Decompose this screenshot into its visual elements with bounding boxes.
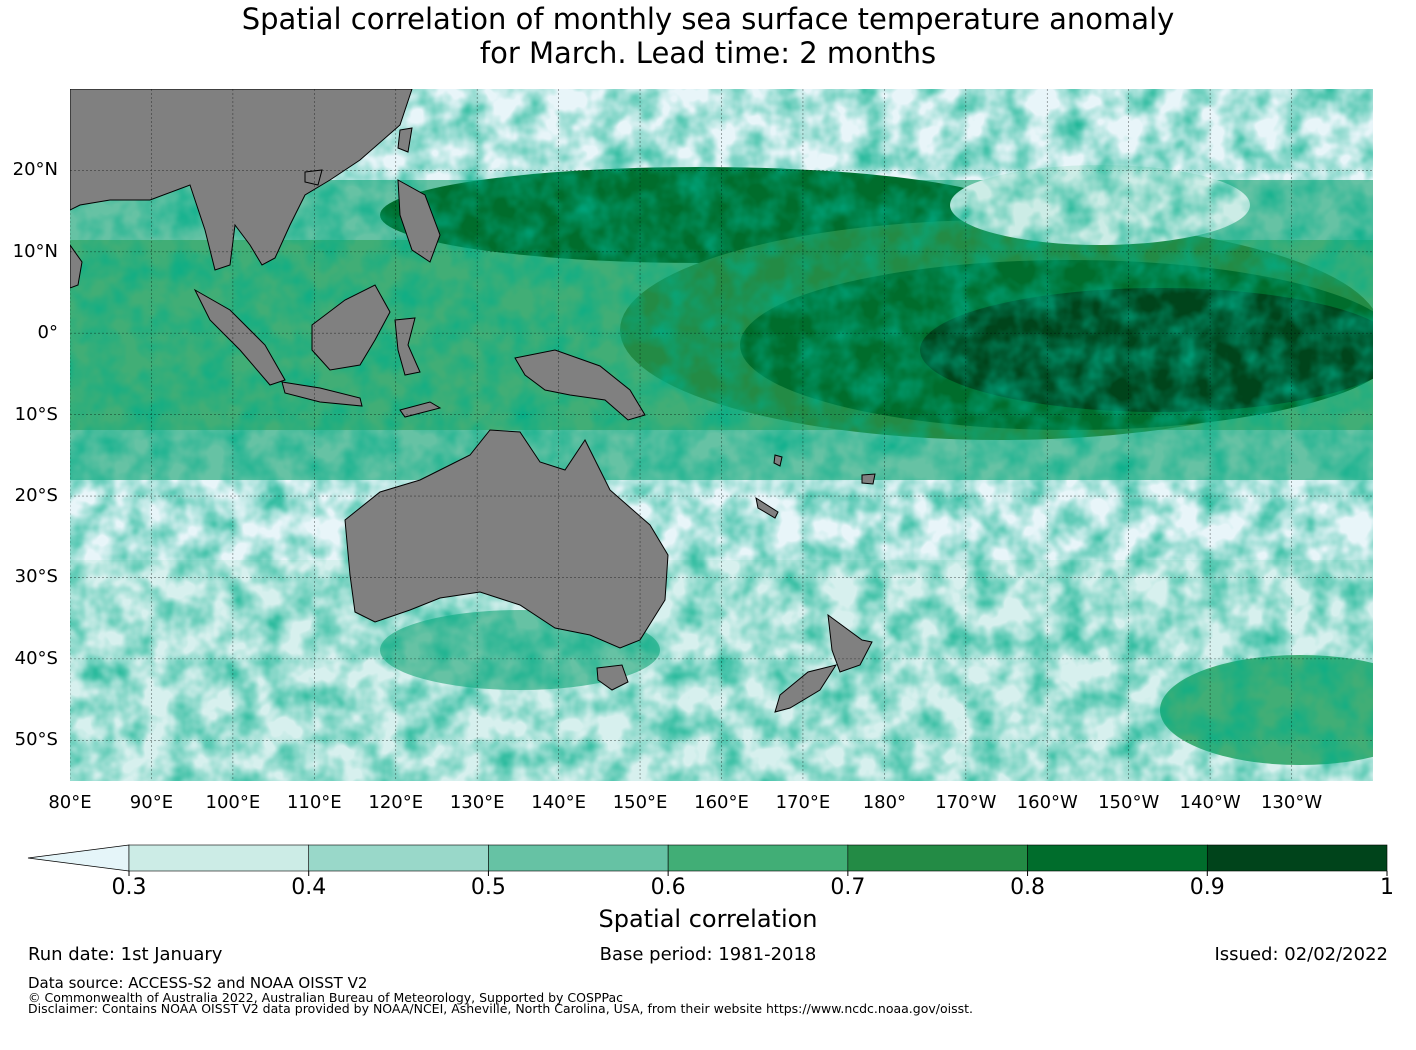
sumatra [193, 288, 286, 386]
latitude-label: 30°S [14, 566, 58, 588]
longitude-label: 140°E [531, 792, 586, 813]
colorbar-segment [667, 844, 849, 872]
colorbar-segment [308, 844, 489, 872]
longitude-label: 130°W [1260, 792, 1323, 813]
chart-title-line1: Spatial correlation of monthly sea surfa… [241, 2, 1175, 36]
latitude-label: 10°S [14, 403, 58, 425]
copyright-notice: © Commonwealth of Australia 2022, Austra… [28, 990, 623, 1005]
tasmania [596, 664, 629, 691]
issued-date: Issued: 02/02/2022 [1214, 944, 1388, 965]
colorbar-segment [1206, 844, 1388, 872]
latitude-label: 50°S [14, 729, 58, 751]
latitude-label: 10°N [12, 240, 58, 262]
colorbar-segment [847, 844, 1028, 872]
java [281, 381, 363, 407]
new-guinea [514, 349, 646, 421]
sulawesi [394, 317, 421, 376]
longitude-label: 90°E [129, 792, 174, 813]
chart-title-line2: for March. Lead time: 2 months [479, 36, 937, 70]
longitude-label: 150°E [612, 792, 668, 813]
map-plot [70, 89, 1373, 781]
colorbar-tick-label: 0.9 [1189, 875, 1225, 900]
land-masses [70, 89, 876, 713]
india-tip [70, 244, 83, 289]
philippines [397, 179, 441, 263]
new-zealand-south [774, 664, 838, 713]
colorbar-tick-label: 0.7 [830, 875, 866, 900]
borneo [311, 284, 391, 371]
colorbar-label: Spatial correlation [598, 905, 818, 933]
colorbar-tick-label: 0.3 [111, 875, 147, 900]
colorbar-tick-label: 0.5 [470, 875, 506, 900]
gridlines [70, 89, 1373, 781]
longitude-label: 130°E [449, 792, 505, 813]
mainland-southeast-asia [70, 89, 413, 271]
colorbar-segment [128, 844, 310, 872]
latitude-label: 20°S [14, 485, 58, 507]
longitude-label: 160°E [694, 792, 749, 813]
longitude-label: 170°E [775, 792, 831, 813]
hainan [304, 169, 323, 186]
colorbar-tick-label: 1 [1380, 875, 1394, 900]
colorbar-tick-label: 0.6 [650, 875, 686, 900]
taiwan [397, 127, 413, 153]
colorbar [27, 844, 1388, 876]
colorbar-tick-label: 0.8 [1010, 875, 1046, 900]
longitude-label: 170°W [935, 792, 997, 813]
colorbar-extend-arrow [27, 844, 130, 872]
longitude-label: 80°E [48, 792, 92, 813]
longitude-label: 140°W [1179, 792, 1241, 813]
colorbar-tick-label: 0.4 [291, 875, 327, 900]
colorbar-segment [488, 844, 669, 872]
latitude-label: 20°N [12, 159, 58, 181]
run-date: Run date: 1st January [28, 944, 223, 965]
longitude-label: 180° [862, 792, 907, 813]
longitude-label: 110°E [286, 792, 342, 813]
fiji [861, 473, 876, 485]
colorbar-segment [1027, 844, 1208, 872]
longitude-label: 160°W [1016, 792, 1078, 813]
longitude-label: 100°E [205, 792, 261, 813]
vanuatu [773, 454, 783, 467]
longitude-label: 150°W [1098, 792, 1160, 813]
longitude-label: 120°E [368, 792, 424, 813]
latitude-label: 0° [37, 322, 58, 344]
latitude-label: 40°S [14, 647, 58, 669]
new-zealand-north [827, 613, 873, 673]
new-caledonia [755, 496, 779, 519]
disclaimer: Disclaimer: Contains NOAA OISST V2 data … [28, 1001, 973, 1016]
base-period: Base period: 1981-2018 [599, 944, 817, 965]
data-source: Data source: ACCESS-S2 and NOAA OISST V2 [28, 974, 368, 992]
